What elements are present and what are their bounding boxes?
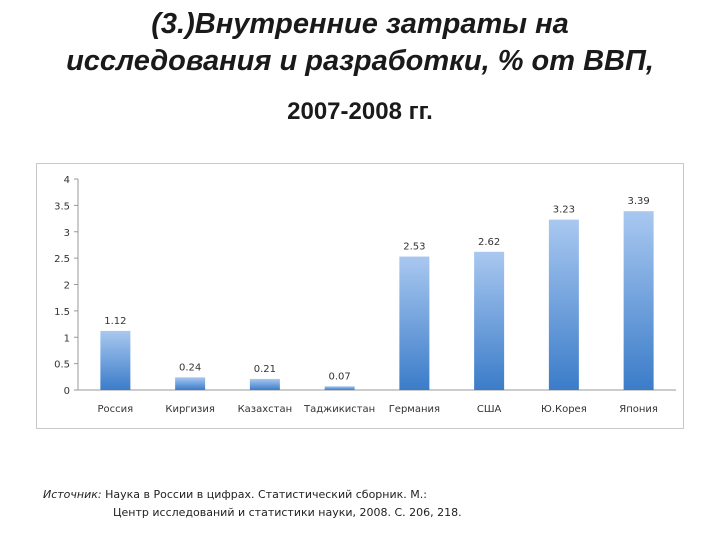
bar-chart: 00.511.522.533.54 1.12Россия0.24Киргизия…	[54, 175, 676, 415]
title-years: 2007-2008 гг.	[287, 98, 433, 125]
title-line-2: исследования и разработки, % от ВВП,	[66, 45, 654, 77]
x-tick-label: Киргизия	[165, 404, 215, 415]
source-line-2: Центр исследований и статистики науки, 2…	[113, 506, 462, 519]
bar	[324, 386, 355, 390]
y-tick-label: 3	[64, 228, 70, 239]
bar	[474, 251, 505, 390]
y-tick-label: 1.5	[54, 307, 70, 318]
x-tick-label: Таджикистан	[303, 404, 375, 415]
bar-data-label: 2.62	[478, 237, 500, 248]
bar	[249, 378, 280, 390]
title-line-1: (3.)Внутренние затраты на	[151, 8, 569, 40]
bar-data-label: 0.21	[254, 364, 276, 375]
y-tick-label: 3.5	[54, 201, 70, 212]
bar-data-label: 1.12	[104, 316, 126, 327]
bar-data-label: 0.24	[179, 362, 201, 373]
bar-data-label: 2.53	[403, 242, 425, 253]
bar-data-label: 3.39	[627, 196, 649, 207]
x-tick-label: Япония	[619, 404, 658, 415]
bar	[623, 211, 654, 390]
x-tick-label: Казахстан	[238, 404, 293, 415]
y-tick-label: 0.5	[54, 360, 70, 371]
y-tick-label: 4	[64, 175, 70, 186]
bar	[548, 219, 579, 390]
y-tick-label: 0	[64, 386, 70, 397]
source-label: Источник:	[43, 488, 102, 501]
bar-data-label: 3.23	[553, 205, 575, 216]
x-tick-label: США	[477, 404, 502, 415]
x-tick-label: Россия	[98, 404, 134, 415]
y-tick-label: 1	[64, 333, 70, 344]
y-tick-label: 2.5	[54, 254, 70, 265]
bar	[100, 330, 131, 390]
source-line-1: Наука в России в цифрах. Статистический …	[101, 488, 427, 501]
y-tick-label: 2	[64, 281, 70, 292]
x-tick-label: Ю.Корея	[541, 404, 587, 415]
bar	[399, 256, 430, 390]
source-note: Источник: Наука в России в цифрах. Стати…	[43, 486, 462, 522]
bar-data-label: 0.07	[328, 371, 350, 382]
x-tick-label: Германия	[389, 404, 440, 415]
bar	[175, 377, 206, 390]
